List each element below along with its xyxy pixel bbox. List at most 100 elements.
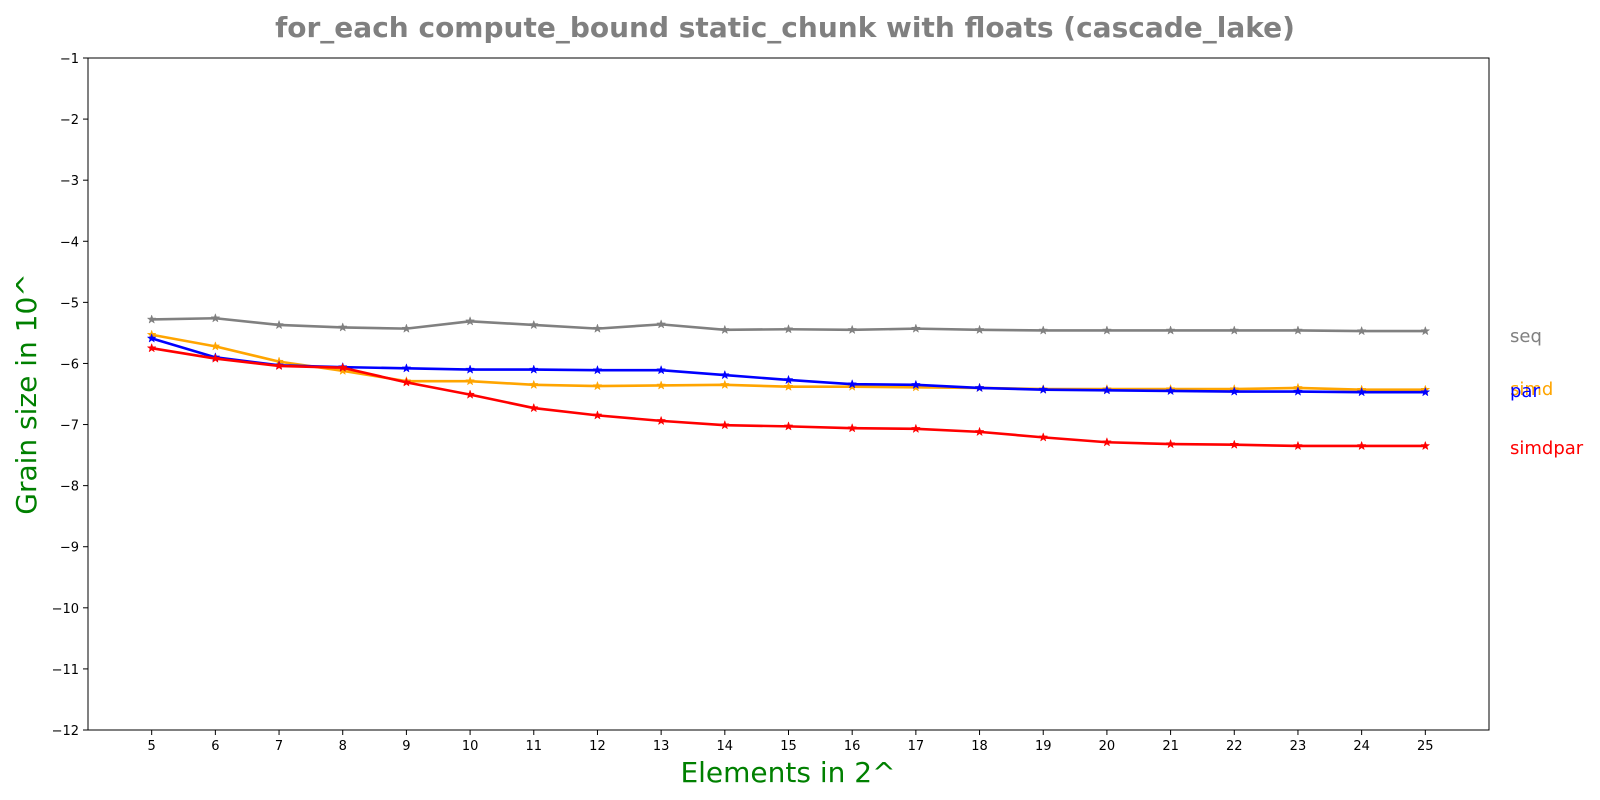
data-point-simdpar [656,415,667,426]
y-tick-label: −7 [60,419,79,434]
data-point-seq [1229,325,1240,335]
data-point-seq [1420,325,1431,336]
x-tick-label: 22 [1226,739,1243,754]
data-point-simdpar [719,419,730,430]
data-point-simd [783,381,794,391]
data-point-seq [1292,325,1303,335]
data-point-seq [910,323,921,333]
data-point-seq [274,319,285,330]
y-tick-label: −6 [60,357,79,372]
data-point-par [1038,384,1049,394]
x-tick-label: 14 [717,739,734,754]
data-point-simdpar [910,423,921,434]
x-tick-label: 17 [908,739,925,754]
data-point-simdpar [783,421,794,431]
data-point-seq [146,314,157,324]
data-point-simdpar [274,360,285,371]
y-axis: −12 −11 −10 −9 −8 −7 −6 −5 −4 −3 −2 −1 [52,52,88,739]
data-point-simdpar [1229,439,1240,449]
x-tick-label: 24 [1353,739,1370,754]
data-point-par [401,363,412,373]
legend-label-simd: simd [1510,379,1553,400]
data-point-par [783,374,794,385]
data-point-simdpar [847,422,858,433]
data-point-simdpar [974,426,985,437]
data-point-simd [210,341,221,351]
data-point-simdpar [465,389,476,399]
data-point-simd [528,379,539,390]
data-point-par [910,379,921,390]
data-point-simdpar [210,353,221,363]
data-point-par [974,382,985,393]
data-point-seq [783,323,794,334]
y-tick-label: −8 [60,480,79,495]
x-tick-label: 9 [402,739,410,754]
data-point-par [528,364,539,374]
data-point-par [1165,385,1176,396]
y-tick-label: −1 [60,52,79,67]
data-point-simdpar [1038,432,1049,442]
x-tick-label: 8 [339,739,347,754]
data-point-simd [592,380,603,391]
data-point-seq [847,324,858,335]
data-point-seq [719,324,730,335]
data-point-seq [592,323,603,333]
data-point-seq [210,312,221,323]
x-tick-label: 25 [1417,739,1434,754]
data-point-seq [1356,325,1367,336]
data-point-simdpar [1292,440,1303,451]
y-axis-label: Grain size in 10^ [10,273,43,515]
data-point-par [146,333,157,343]
x-axis-label: Elements in 2^ [680,756,895,789]
data-point-par [592,364,603,375]
y-tick-label: −9 [60,541,79,556]
series-seq [146,312,1431,336]
data-point-simdpar [1356,440,1367,451]
chart-title: for_each compute_bound static_chunk with… [275,11,1295,44]
y-tick-label: −12 [52,724,79,739]
x-tick-label: 13 [653,739,670,754]
data-point-simdpar [1101,436,1112,447]
x-tick-label: 23 [1290,739,1307,754]
x-tick-label: 21 [1162,739,1179,754]
series-par [146,333,1431,397]
data-point-par [656,364,667,375]
legend-label-seq: seq [1510,326,1542,347]
data-point-seq [528,319,539,330]
data-point-simdpar [528,402,539,413]
data-point-simdpar [146,342,157,353]
data-point-simd [719,379,730,390]
x-tick-label: 20 [1099,739,1116,754]
x-tick-label: 5 [148,739,156,754]
data-point-par [847,378,858,389]
data-point-simd [656,380,667,390]
x-tick-label: 16 [844,739,861,754]
data-point-simdpar [1165,438,1176,449]
y-tick-label: −5 [60,296,79,311]
data-point-seq [974,324,985,335]
data-point-seq [1101,325,1112,335]
data-point-simdpar [1420,440,1431,451]
x-tick-label: 10 [462,739,479,754]
data-point-par [1356,386,1367,397]
y-tick-label: −4 [60,235,79,250]
data-point-par [1292,386,1303,396]
data-point-par [1420,386,1431,397]
data-point-simdpar [337,362,348,372]
data-point-par [1101,385,1112,395]
y-tick-label: −2 [60,113,79,128]
data-point-seq [337,322,348,332]
x-axis: 5 6 7 8 9 10 11 12 13 14 15 16 17 18 19 20 21 22 23 24 25 [148,730,1434,754]
x-tick-label: 15 [780,739,797,754]
data-point-simdpar [401,377,412,387]
data-point-seq [465,316,476,326]
y-tick-label: −10 [52,602,79,617]
x-tick-label: 18 [971,739,988,754]
data-point-seq [656,319,667,329]
x-tick-label: 19 [1035,739,1052,754]
legend-label-simdpar: simdpar [1510,438,1584,459]
y-tick-label: −11 [52,663,79,678]
